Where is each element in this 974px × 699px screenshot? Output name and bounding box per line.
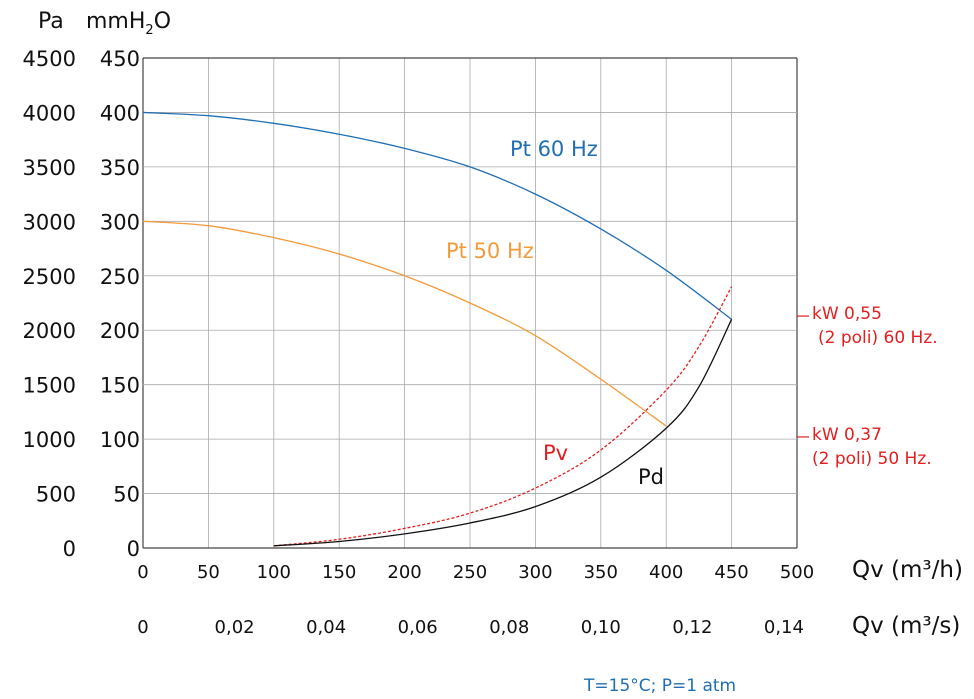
- x-tick-label-m3h: 400: [649, 562, 683, 583]
- series-line-pv: [273, 286, 733, 547]
- x-tick-label-m3s: 0,10: [581, 617, 621, 638]
- x-tick-label-m3h: 350: [584, 562, 618, 583]
- y-tick-label-mmh2o: 350: [100, 156, 140, 180]
- x-tick-label-m3h: 150: [322, 562, 356, 583]
- x-tick-label-m3s: 0,02: [215, 617, 255, 638]
- y-tick-label-mmh2o: 50: [113, 483, 140, 507]
- legend-pv: Pv: [543, 441, 568, 465]
- annotation-line1: kW 0,37: [812, 425, 882, 445]
- x-tick-label-m3h: 200: [387, 562, 421, 583]
- x-tick-label-m3s: 0,04: [306, 617, 346, 638]
- x-tick-label-m3h: 250: [453, 562, 487, 583]
- y-tick-label-mmh2o: 100: [100, 428, 140, 452]
- series-line-pt-60-hz: [142, 111, 732, 320]
- x-axis-label-m3h: Qv (m³/h): [852, 557, 963, 583]
- annotation-power-60hz: kW 0,55 (2 poli) 60 Hz.: [797, 304, 938, 348]
- y-right-unit: mmH2O: [86, 9, 171, 38]
- legend-pt50: Pt 50 Hz: [446, 239, 534, 263]
- y-tick-label-pa: 3500: [23, 156, 76, 180]
- legend-pd: Pd: [638, 465, 664, 489]
- y-tick-label-pa: 1500: [23, 374, 76, 398]
- y-tick-label-pa: 500: [36, 483, 76, 507]
- footnote: T=15°C; P=1 atm: [583, 676, 736, 696]
- x-tick-label-m3h: 50: [197, 562, 220, 583]
- y-tick-labels: 0 0 500 50 1000 100 1500 150 2000 200 2500 250 3000 3…: [23, 47, 140, 561]
- annotation-power-50hz: kW 0,37 (2 poli) 50 Hz.: [797, 425, 932, 469]
- y-tick-label-mmh2o: 450: [100, 47, 140, 71]
- y-tick-label-mmh2o: 250: [100, 265, 140, 289]
- x-tick-label-m3h: 500: [780, 562, 814, 583]
- y-tick-label-pa: 4000: [23, 101, 76, 125]
- curves: [142, 111, 733, 547]
- y-tick-label-mmh2o: 300: [100, 210, 140, 234]
- x-tick-label-m3s: 0,14: [764, 617, 804, 638]
- x-tick-label-m3s: 0: [137, 617, 148, 638]
- y-tick-label-pa: 3000: [23, 210, 76, 234]
- annotation-line2: (2 poli) 50 Hz.: [812, 449, 932, 469]
- x-tick-label-m3h: 100: [257, 562, 291, 583]
- y-tick-label-pa: 2000: [23, 319, 76, 343]
- y-tick-label-pa: 2500: [23, 265, 76, 289]
- annotation-line1: kW 0,55: [812, 304, 882, 324]
- x-tick-label-m3s: 0,08: [489, 617, 529, 638]
- y-left-unit: Pa: [38, 9, 64, 34]
- y-tick-label-pa: 4500: [23, 47, 76, 71]
- x-tick-label-m3s: 0,12: [672, 617, 712, 638]
- legend-pt60: Pt 60 Hz: [510, 137, 598, 161]
- x-tick-label-m3h: 450: [714, 562, 748, 583]
- x-tick-label-m3s: 0,06: [398, 617, 438, 638]
- y-tick-label-mmh2o: 150: [100, 374, 140, 398]
- y-tick-label-pa: 0: [63, 537, 76, 561]
- x-axis-label-m3s: Qv (m³/s): [852, 613, 960, 639]
- grid: [142, 57, 798, 549]
- series-line-pt-50-hz: [142, 220, 667, 427]
- x-tick-label-m3h: 300: [518, 562, 552, 583]
- series-line-pd: [273, 319, 733, 547]
- y-tick-label-mmh2o: 0: [127, 537, 140, 561]
- y-tick-label-pa: 1000: [23, 428, 76, 452]
- annotation-line2: (2 poli) 60 Hz.: [818, 328, 938, 348]
- y-tick-label-mmh2o: 200: [100, 319, 140, 343]
- x-tick-labels: 0 50 100 150 200 250 300 350 400 450 500 0 0,02 0,04 0…: [137, 562, 814, 638]
- x-tick-label-m3h: 0: [137, 562, 148, 583]
- y-tick-label-mmh2o: 400: [100, 101, 140, 125]
